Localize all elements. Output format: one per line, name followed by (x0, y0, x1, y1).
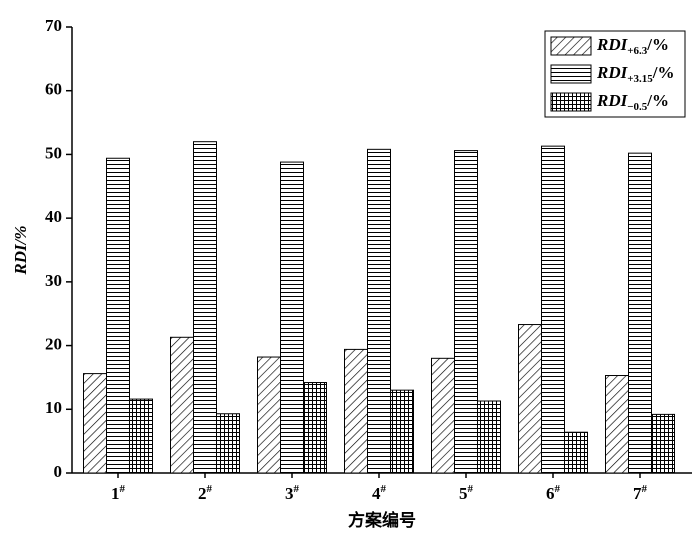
bar (518, 324, 542, 474)
x-tick-label: 1# (111, 483, 126, 503)
bar (454, 150, 478, 474)
bar (477, 400, 501, 474)
bar (257, 356, 281, 474)
x-tick-label: 7# (633, 483, 648, 503)
bar (564, 431, 588, 474)
bar (193, 141, 217, 474)
y-tick-label: 0 (54, 462, 63, 481)
bar (216, 413, 240, 474)
y-tick-label: 70 (45, 16, 62, 35)
bar (280, 161, 304, 474)
legend-swatch (550, 92, 592, 112)
bar (628, 152, 652, 474)
bar (605, 375, 629, 474)
y-tick-label: 30 (45, 271, 62, 290)
x-tick-label: 6# (546, 483, 561, 503)
legend-label: RDI+6.3/% (596, 35, 669, 57)
bar (83, 373, 107, 474)
bar (344, 348, 368, 474)
x-tick-label: 3# (285, 483, 300, 503)
legend-label: RDI+3.15/% (596, 63, 675, 85)
x-axis-label: 方案编号 (348, 510, 416, 530)
legend-label: RDI−0.5/% (596, 91, 669, 113)
legend-swatch (550, 64, 592, 84)
bar (367, 148, 391, 474)
x-tick-label: 5# (459, 483, 474, 503)
legend-swatch (550, 36, 592, 56)
y-tick-label: 10 (45, 398, 62, 417)
bar (541, 145, 565, 474)
y-axis-label: RDI/% (11, 225, 30, 275)
bar (651, 413, 675, 474)
x-tick-label: 4# (372, 483, 387, 503)
y-tick-label: 40 (45, 207, 62, 226)
bar (170, 336, 194, 474)
x-tick-label: 2# (198, 483, 213, 503)
bar (390, 389, 414, 474)
y-tick-label: 20 (45, 334, 62, 353)
bar (431, 357, 455, 474)
bar (303, 382, 327, 474)
bar (129, 398, 153, 474)
y-tick-label: 50 (45, 143, 62, 162)
y-tick-label: 60 (45, 80, 62, 99)
bar (106, 157, 130, 474)
